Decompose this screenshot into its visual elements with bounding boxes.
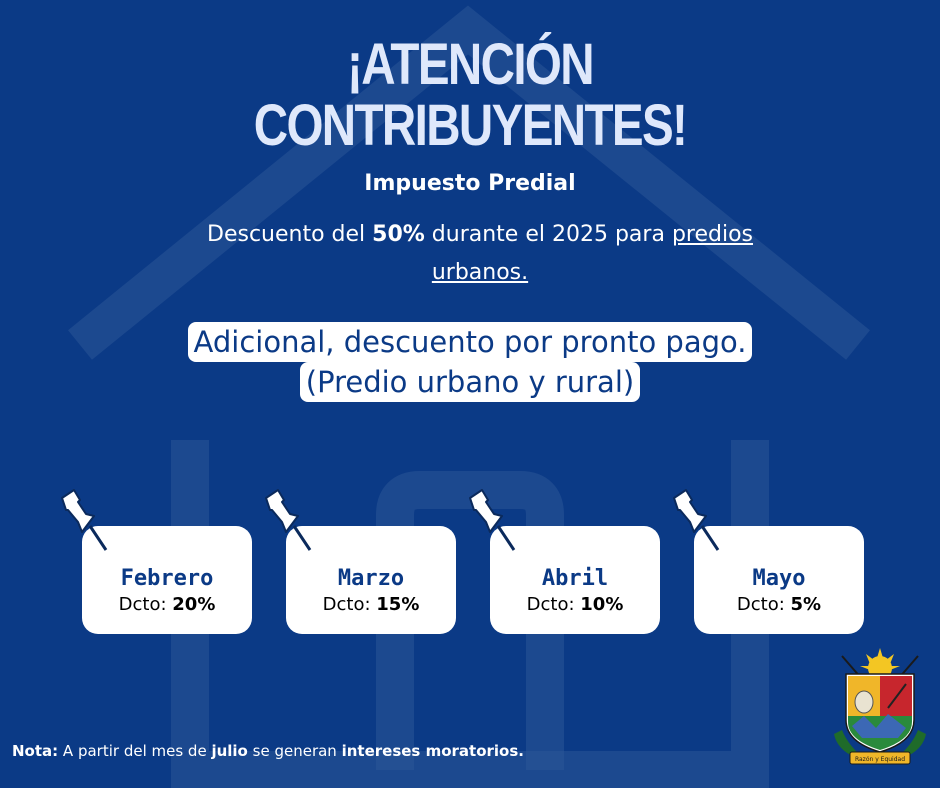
discount-text: Descuento del 50% durante el 2025 para p… [160,216,800,292]
title-line-1: ¡ATENCIÓN [347,32,595,97]
municipal-crest-icon: Razón y Equidad [834,648,926,765]
crest-motto: Razón y Equidad [855,756,905,763]
dcto-label: Dcto: [736,594,791,615]
dcto-value: 20% [172,594,216,615]
pushpin-icon [61,489,108,551]
footer-note: Nota: A partir del mes de julio se gener… [12,742,524,760]
title-line-2: CONTRIBUYENTES! [253,93,688,158]
card-marzo: Marzo Dcto: 15% [286,526,456,634]
card-month: Abril [541,566,609,591]
dcto-value: 15% [376,594,420,615]
pushpin-icon [265,489,312,551]
card-febrero: Febrero Dcto: 20% [82,526,252,634]
pushpin-icon [469,489,516,551]
card-month: Febrero [120,566,214,591]
note-bold-2: intereses moratorios. [341,742,524,760]
early-payment-banner: Adicional, descuento por pronto pago. (P… [0,322,940,402]
card-discount: Dcto: 20% [82,594,252,615]
subtitle: Impuesto Predial [364,171,576,196]
card-month: Marzo [337,566,405,591]
promo-link[interactable]: predios urbanos. [431,222,753,285]
note-text-2: se generan [247,742,342,760]
promo-prefix: Descuento del [207,222,373,247]
card-month: Mayo [752,566,806,591]
dcto-value: 5% [790,594,822,615]
dcto-label: Dcto: [526,594,581,615]
banner-line-2: (Predio urbano y rural) [299,362,641,402]
banner-line-1: Adicional, descuento por pronto pago. [187,322,753,362]
promo-middle: durante el 2025 para [424,222,672,247]
pushpin-icon [673,489,720,551]
card-discount: Dcto: 5% [694,594,864,615]
dcto-label: Dcto: [322,594,377,615]
promo-percent: 50% [372,222,425,247]
note-text-1: A partir del mes de [58,742,212,760]
note-bold-1: julio [211,742,248,760]
card-discount: Dcto: 15% [286,594,456,615]
card-mayo: Mayo Dcto: 5% [694,526,864,634]
note-label: Nota: [12,742,59,760]
dcto-value: 10% [580,594,624,615]
dcto-label: Dcto: [118,594,173,615]
card-abril: Abril Dcto: 10% [490,526,660,634]
card-discount: Dcto: 10% [490,594,660,615]
